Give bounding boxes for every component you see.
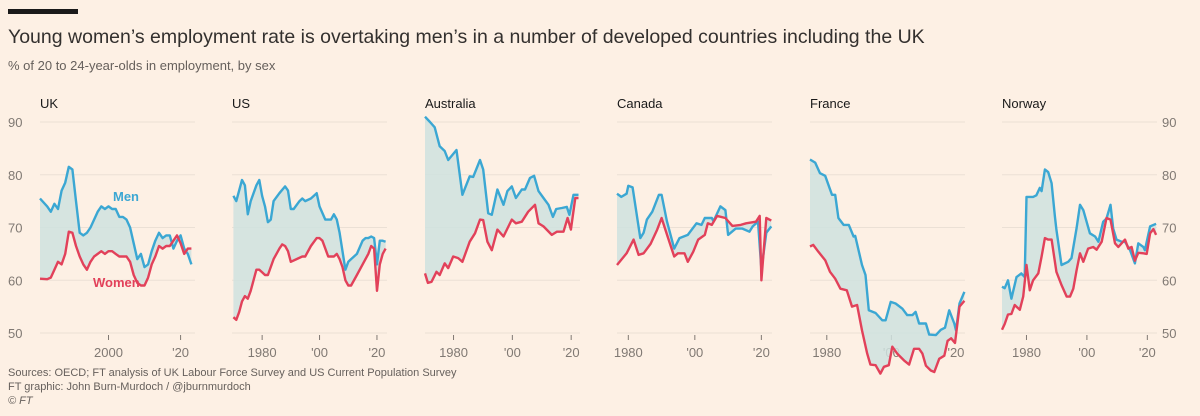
ft-top-rule [8,9,78,14]
sources-note: Sources: OECD; FT analysis of UK Labour … [8,367,457,379]
x-tick-label: 2000 [94,345,123,360]
x-tick-label: '20 [368,345,385,360]
x-tick-label: 1980 [812,345,841,360]
gap-area [810,159,965,374]
x-tick-label: '00 [686,345,703,360]
x-tick-label: '20 [1139,345,1156,360]
chart-subtitle: % of 20 to 24-year-olds in employment, b… [8,58,276,73]
women-line [232,236,387,321]
x-tick-label: '00 [1078,345,1095,360]
y-tick-label-right: 50 [1162,326,1176,341]
men-line [809,158,966,337]
y-tick-label-right: 60 [1162,273,1176,288]
women-line [423,196,579,285]
women-line [1000,216,1158,331]
x-tick-label: 1980 [614,345,643,360]
copyright: © FT [8,395,33,407]
x-tick-label: '00 [504,345,521,360]
y-tick-label-left: 50 [8,326,22,341]
panel-title-uk: UK [40,96,58,111]
women-line [616,214,772,282]
x-tick-label: 1980 [1012,345,1041,360]
y-tick-label-left: 80 [8,168,22,183]
women-series-label: Women [93,275,140,290]
x-tick-label: '00 [311,345,328,360]
x-tick-label: '20 [172,345,189,360]
panel-title-norway: Norway [1002,96,1047,111]
chart-title: Young women’s employment rate is overtak… [8,26,925,48]
y-tick-label-left: 70 [8,221,22,236]
men-line [39,165,193,269]
y-tick-label-left: 60 [8,273,22,288]
x-tick-label: '20 [753,345,770,360]
x-tick-label: 1980 [439,345,468,360]
x-tick-label: 1980 [248,345,277,360]
men-line [232,178,386,271]
men-line [424,115,579,219]
y-tick-label-right: 70 [1162,221,1176,236]
gap-area [1002,169,1157,330]
y-tick-label-left: 90 [8,115,22,130]
panel-title-canada: Canada [617,96,663,111]
women-line [809,243,966,375]
panel-title-us: US [232,96,250,111]
gap-area [233,180,386,320]
gap-area [425,116,579,283]
panel-title-france: France [810,96,850,111]
gap-area [617,185,772,281]
men-series-label: Men [113,189,139,204]
panel-title-australia: Australia [425,96,476,111]
gap-area [40,166,192,286]
y-tick-label-right: 90 [1162,115,1176,130]
y-tick-label-right: 80 [1162,168,1176,183]
x-tick-label: '20 [947,345,964,360]
graphic-credit: FT graphic: John Burn-Murdoch / @jburnmu… [8,381,251,393]
men-line [616,184,773,271]
women-line [39,230,192,287]
x-tick-label: '20 [563,345,580,360]
